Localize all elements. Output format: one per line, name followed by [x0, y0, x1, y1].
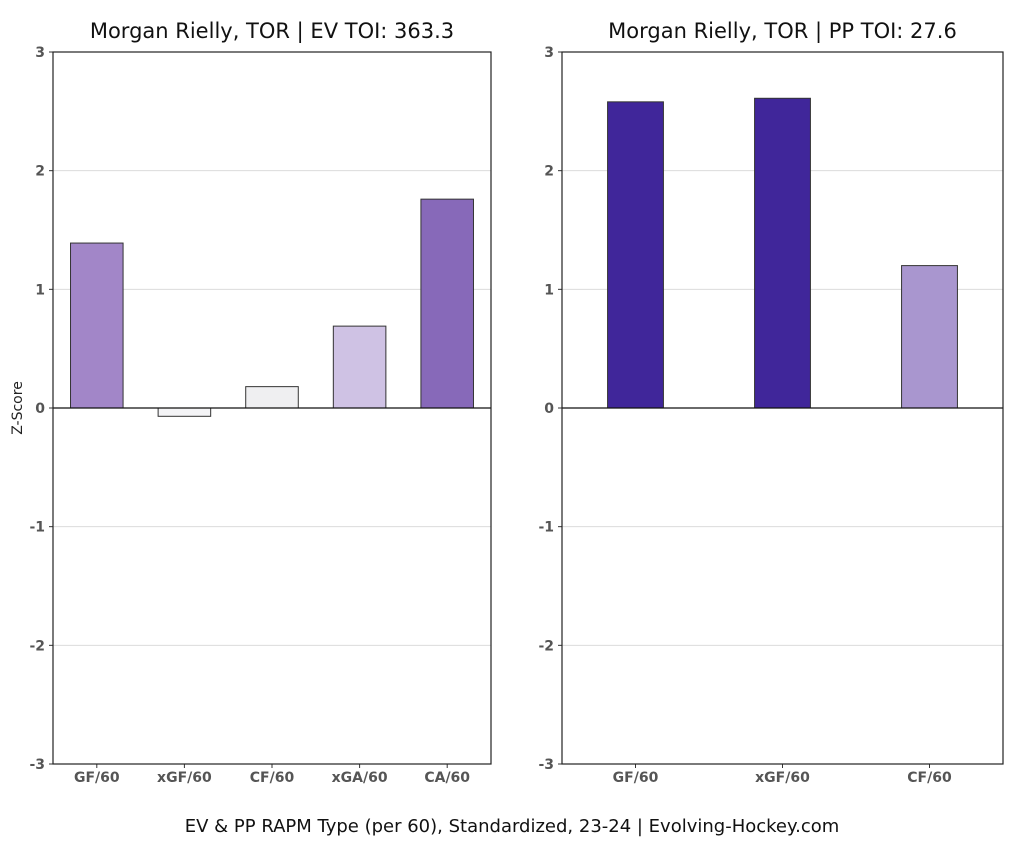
x-tick-label: xGF/60	[157, 770, 212, 786]
y-tick-label: 0	[35, 401, 45, 417]
bar-cf-per-60	[901, 265, 958, 409]
x-tick-label: xGA/60	[332, 770, 388, 786]
x-tick-label: GF/60	[74, 770, 120, 786]
bar-xga-per-60	[332, 325, 387, 409]
y-tick-label: 1	[35, 282, 45, 298]
y-tick-label: 3	[544, 45, 554, 61]
y-tick-label: -1	[29, 520, 45, 536]
x-tick-label: GF/60	[613, 770, 659, 786]
y-axis-label: Z-Score	[10, 381, 26, 435]
pp-panel: Morgan Rielly, TOR | PP TOI: 27.6 -3 -2 -1 0…	[538, 19, 1004, 786]
y-tick-label: 3	[35, 45, 45, 61]
bar-gf-per-60	[70, 242, 124, 409]
bar-gf-per-60	[607, 101, 664, 409]
y-tick-label: 2	[35, 164, 45, 180]
panel-title: Morgan Rielly, TOR | EV TOI: 363.3	[90, 19, 454, 44]
y-tick-label: -3	[29, 757, 45, 773]
panel-title: Morgan Rielly, TOR | PP TOI: 27.6	[608, 19, 957, 44]
y-tick-label: -2	[538, 638, 554, 654]
y-tick-label: -2	[29, 638, 45, 654]
plot-frame	[561, 51, 1004, 765]
y-tick-label: 0	[544, 401, 554, 417]
bar-xgf-per-60	[754, 97, 811, 409]
ev-panel: Morgan Rielly, TOR | EV TOI: 363.3 -3 -2 -1…	[29, 19, 492, 786]
x-tick-label: CA/60	[424, 770, 470, 786]
y-tick-label: 2	[544, 164, 554, 180]
bar-xgf-per-60	[157, 407, 212, 417]
y-tick-label: 1	[544, 282, 554, 298]
y-tick-label: -3	[538, 757, 554, 773]
y-tick-label: -1	[538, 520, 554, 536]
bar-ca-per-60	[420, 198, 474, 409]
x-tick-label: xGF/60	[755, 770, 810, 786]
plot-frame	[52, 51, 492, 765]
bar-cf-per-60	[245, 386, 299, 409]
figure-caption: EV & PP RAPM Type (per 60), Standardized…	[185, 816, 840, 837]
x-tick-label: CF/60	[250, 770, 295, 786]
x-tick-label: CF/60	[907, 770, 952, 786]
